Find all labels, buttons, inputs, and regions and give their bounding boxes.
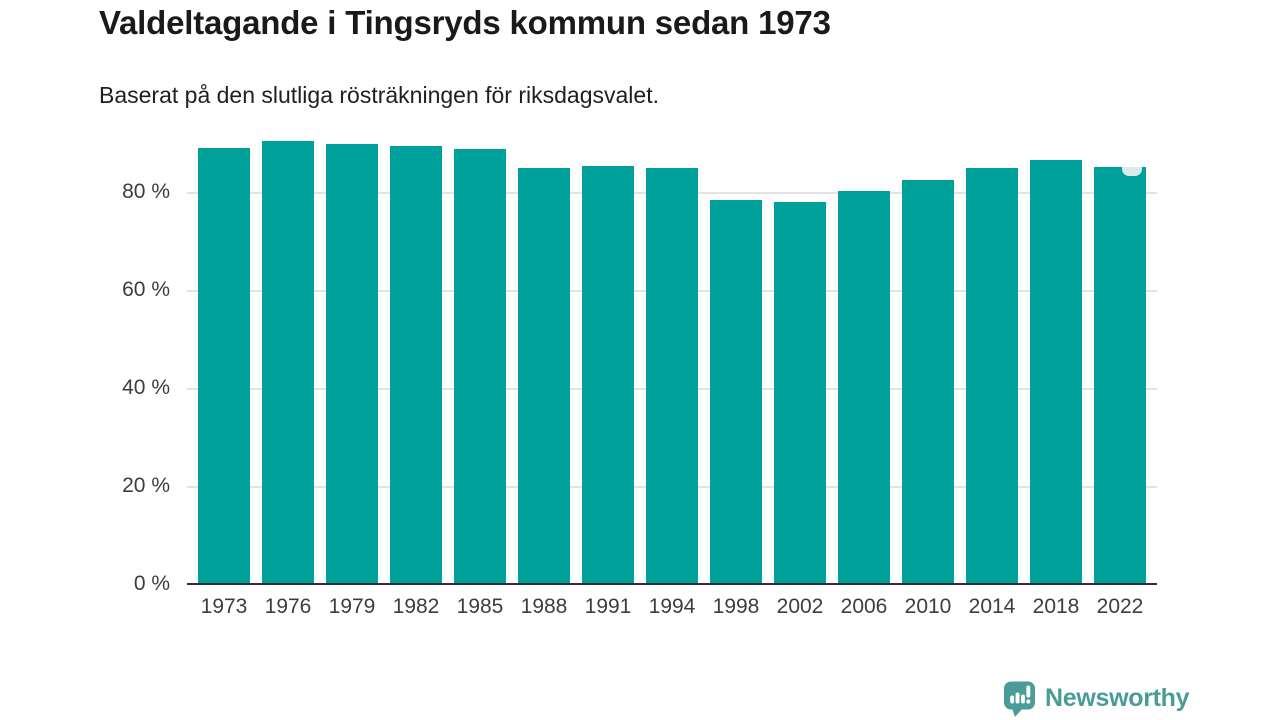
x-tick-label-2018: 2018 — [1032, 595, 1080, 618]
newsworthy-logo[interactable]: Newsworthy — [1003, 680, 1190, 717]
x-tick-label-2006: 2006 — [840, 595, 888, 618]
bar-2018 — [1030, 159, 1082, 584]
x-tick-label-1994: 1994 — [648, 595, 696, 618]
x-tick-label-1982: 1982 — [392, 595, 440, 618]
y-tick-label-80: 80 % — [122, 180, 170, 204]
bar-2006 — [838, 190, 890, 584]
x-tick-label-2002: 2002 — [776, 595, 824, 618]
y-tick-label-40: 40 % — [122, 376, 170, 400]
chart-title: Valdeltagande i Tingsryds kommun sedan 1… — [99, 4, 831, 41]
bar-1979 — [326, 143, 378, 584]
bar-1988 — [518, 168, 570, 584]
bar-1982 — [390, 146, 442, 584]
x-tick-label-1991: 1991 — [584, 595, 632, 618]
bar-1998 — [710, 199, 762, 584]
x-tick-label-1998: 1998 — [712, 595, 760, 618]
x-axis-line — [187, 583, 1157, 585]
x-tick-label-1988: 1988 — [520, 595, 568, 618]
bar-1991 — [582, 166, 634, 584]
last-bar-notch — [1122, 166, 1142, 176]
bar-2014 — [966, 168, 1018, 584]
x-tick-label-1973: 1973 — [200, 595, 248, 618]
y-tick-label-0: 0 % — [133, 572, 170, 595]
x-tick-label-2010: 2010 — [904, 595, 952, 618]
newsworthy-brand-text: Newsworthy — [1045, 684, 1190, 712]
bar-1976 — [262, 140, 314, 584]
bar-2002 — [774, 202, 826, 584]
x-tick-label-1979: 1979 — [328, 595, 376, 618]
bar-1985 — [454, 149, 506, 584]
y-tick-label-60: 60 % — [122, 278, 170, 302]
bar-1994 — [646, 168, 698, 584]
bar-2022 — [1094, 166, 1146, 584]
chart-subtitle: Baserat på den slutliga rösträkningen fö… — [99, 82, 659, 108]
x-tick-label-2022: 2022 — [1096, 595, 1144, 618]
y-tick-label-20: 20 % — [122, 474, 170, 498]
newsworthy-logo-icon — [1003, 680, 1037, 717]
x-tick-label-1985: 1985 — [456, 595, 504, 618]
bar-1973 — [198, 148, 250, 584]
bar-2010 — [902, 180, 954, 584]
x-tick-label-2014: 2014 — [968, 595, 1016, 618]
x-tick-label-1976: 1976 — [264, 595, 312, 618]
